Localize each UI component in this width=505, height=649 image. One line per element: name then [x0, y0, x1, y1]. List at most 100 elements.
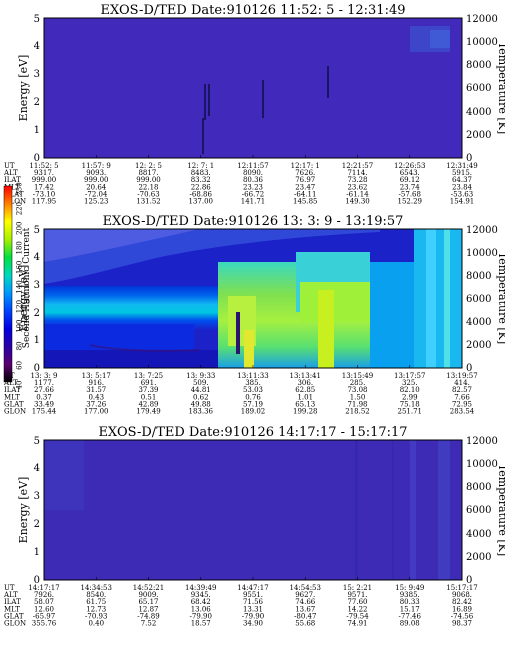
table-cell: 80.33 [400, 598, 420, 606]
table-cell: 75.18 [400, 400, 420, 408]
table-cell: 73.08 [347, 386, 367, 394]
panel-1-ytick: 3 [34, 69, 40, 80]
table-cell: 0.43 [88, 393, 104, 401]
table-cell: 71.56 [243, 598, 264, 606]
table-cell: 74.91 [347, 620, 367, 628]
table-cell: 141.71 [241, 198, 266, 206]
panel-3-ytick-right: 2000 [466, 552, 491, 563]
table-row-label: ALT [3, 169, 18, 177]
panel-1-ytick-right: 0 [466, 153, 472, 164]
panel-3-ytick-right: 10000 [466, 459, 498, 470]
table-cell: 74.66 [295, 598, 316, 606]
table-cell: 37.26 [86, 400, 107, 408]
table-row-label: GLAT [4, 190, 24, 198]
table-cell: 7114. [347, 169, 367, 177]
table-cell: -74.89 [137, 612, 159, 620]
panel-3-ytick: 0 [34, 575, 40, 586]
table-cell: 13:15:49 [342, 372, 373, 380]
table-cell: 199.28 [293, 408, 318, 416]
table-cell: 37.39 [138, 386, 158, 394]
table-cell: 9068. [452, 591, 472, 599]
table-cell: 12:11:57 [237, 162, 268, 170]
panel-2-title: EXOS-D/TED Date:910126 13: 3: 9 - 13:19:… [103, 214, 404, 229]
table-cell: 23.74 [400, 183, 421, 191]
table-cell: 82.42 [452, 598, 472, 606]
table-cell: 251.71 [398, 408, 423, 416]
colorbar-tick: 250 [16, 182, 24, 195]
table-cell: 12.60 [34, 605, 54, 613]
table-cell: 89.08 [400, 620, 420, 628]
table-cell: 33.49 [34, 400, 54, 408]
panel-2-ylabel-right: Temperature [K] [496, 252, 505, 344]
table-cell: 44.81 [191, 386, 211, 394]
table-cell: 49.88 [191, 400, 211, 408]
table-cell: -79.90 [242, 612, 264, 620]
table-cell: 53.03 [243, 386, 263, 394]
table-row-label: MLT [4, 393, 20, 401]
panel-2-ytick: 1 [34, 335, 40, 346]
table-cell: 7.66 [454, 393, 470, 401]
table-cell: -70.63 [137, 190, 159, 198]
panel-2-ytick: 0 [34, 363, 40, 374]
table-cell: 218.52 [345, 408, 370, 416]
table-cell: 13.31 [243, 605, 263, 613]
table-cell: 72.95 [452, 400, 472, 408]
table-cell: 13:13:41 [290, 372, 321, 380]
table-cell: 1177. [34, 379, 54, 387]
table-cell: 283.54 [450, 408, 475, 416]
panel-1-ytick-right: 10000 [466, 37, 498, 48]
table-cell: 15: 9:49 [395, 584, 424, 592]
table-cell: 13.06 [191, 605, 212, 613]
table-cell: 9009. [138, 591, 158, 599]
panel-1-title: EXOS-D/TED Date:910126 11:52: 5 - 12:31:… [101, 3, 406, 18]
panel-1-ytick-right: 12000 [466, 14, 498, 25]
table-row-label: MLT [4, 605, 20, 613]
panel-1-ytick: 5 [34, 14, 40, 25]
table-cell: 0.76 [245, 393, 261, 401]
table-cell: 23.23 [243, 183, 263, 191]
colorbar: 40 60 80 100 120 140 160 180 200 220 250 Second Ha… [3, 182, 32, 389]
table-cell: 11:57: 9 [82, 162, 111, 170]
table-cell: 76.97 [295, 176, 315, 184]
table-cell: 7626. [295, 169, 315, 177]
panel-1-ytick: 2 [34, 97, 40, 108]
table-cell: 58.07 [34, 598, 54, 606]
colorbar-tick: 200 [16, 222, 24, 235]
panel-1-heatmap [44, 18, 462, 158]
table-cell: -53.63 [451, 190, 473, 198]
panel-1-ytick: 1 [34, 125, 40, 136]
table-cell: 16.89 [452, 605, 472, 613]
table-cell: 9571. [347, 591, 367, 599]
table-cell: 916. [88, 379, 104, 387]
table-cell: 179.49 [136, 408, 161, 416]
panel-3-ytick: 3 [34, 491, 40, 502]
table-cell: 15.17 [400, 605, 420, 613]
panel-3-y-axis-right: 0 2000 4000 6000 8000 10000 12000 Temper… [466, 436, 505, 586]
table-cell: 14:47:17 [237, 584, 268, 592]
panel-3-ylabel-right: Temperature [K] [496, 464, 505, 556]
table-cell: 9551. [243, 591, 263, 599]
table-cell: -79.54 [346, 612, 369, 620]
table-cell: 509. [193, 379, 209, 387]
panel-2-ytick: 5 [34, 225, 40, 236]
table-cell: 0.51 [141, 393, 157, 401]
panel-3-heatmap [44, 440, 462, 580]
table-cell: 7.52 [141, 620, 157, 628]
table-cell: 0.37 [36, 393, 52, 401]
panel-2-y-axis: 0 1 2 3 4 5 Energy [eV] [17, 225, 40, 374]
table-cell: 9345. [191, 591, 211, 599]
table-cell: 414. [454, 379, 470, 387]
panel-3-ytick-right: 12000 [466, 436, 498, 447]
table-cell: 14.22 [347, 605, 367, 613]
table-cell: 306. [297, 379, 313, 387]
table-cell: -79.90 [190, 612, 212, 620]
panel-1: EXOS-D/TED Date:910126 11:52: 5 - 12:31:… [3, 3, 505, 206]
table-cell: 14:34:53 [81, 584, 112, 592]
table-cell: 6543. [400, 169, 420, 177]
panel-2-heatmap [44, 229, 462, 368]
table-cell: 14:52:21 [133, 584, 164, 592]
table-cell: 64.37 [452, 176, 472, 184]
panel-3-ytick: 4 [34, 463, 40, 474]
table-cell: -68.86 [190, 190, 213, 198]
table-cell: 12:17: 1 [291, 162, 320, 170]
